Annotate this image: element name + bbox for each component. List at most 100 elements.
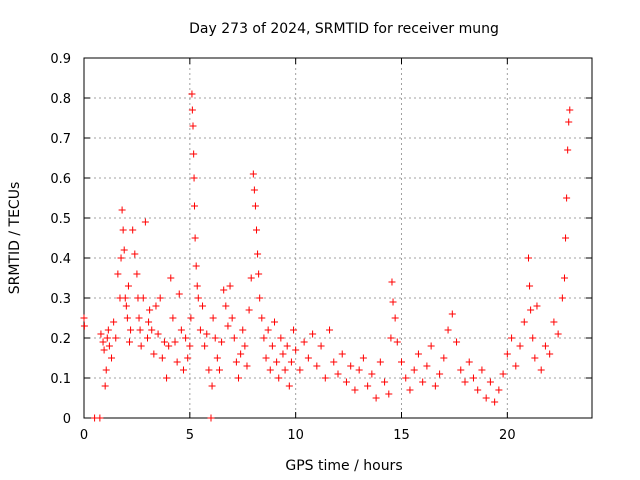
- data-point: [558, 294, 566, 302]
- data-point: [516, 342, 524, 350]
- data-point: [241, 342, 249, 350]
- data-point: [189, 122, 197, 130]
- data-point: [160, 338, 168, 346]
- x-tick-label: 20: [499, 428, 516, 443]
- data-point: [388, 278, 396, 286]
- data-point: [275, 374, 283, 382]
- data-point: [220, 286, 228, 294]
- data-point: [453, 338, 461, 346]
- data-point: [186, 342, 194, 350]
- data-point: [190, 150, 198, 158]
- data-point: [222, 302, 230, 310]
- data-point: [520, 318, 528, 326]
- data-point: [351, 386, 359, 394]
- x-tick-label: 0: [80, 428, 88, 443]
- data-point: [491, 398, 499, 406]
- data-point: [503, 350, 511, 358]
- data-point: [188, 90, 196, 98]
- data-point: [499, 370, 507, 378]
- data-point: [419, 378, 427, 386]
- data-point: [469, 374, 477, 382]
- data-point: [478, 366, 486, 374]
- y-tick-label: 0.8: [50, 92, 71, 107]
- data-point: [171, 338, 179, 346]
- data-point: [486, 378, 494, 386]
- x-tick-label: 10: [287, 428, 304, 443]
- data-point: [190, 202, 198, 210]
- data-point: [112, 334, 120, 342]
- data-point: [102, 366, 110, 374]
- data-point: [283, 342, 291, 350]
- data-point: [326, 326, 334, 334]
- data-point: [355, 366, 363, 374]
- data-point: [139, 294, 147, 302]
- data-point: [334, 370, 342, 378]
- data-point: [117, 254, 125, 262]
- data-point: [80, 314, 88, 322]
- data-point: [105, 342, 113, 350]
- data-point: [317, 342, 325, 350]
- data-point: [146, 306, 154, 314]
- data-point: [474, 386, 482, 394]
- data-point: [309, 330, 317, 338]
- data-point: [199, 302, 207, 310]
- y-tick-labels: 0 0.1 0.2 0.3 0.4 0.5 0.6 0.7 0.8 0.9: [50, 52, 71, 427]
- data-point: [184, 354, 192, 362]
- plot-frame: [83, 57, 593, 419]
- data-point: [527, 306, 535, 314]
- data-point: [387, 334, 395, 342]
- x-axis-title: GPS time / hours: [285, 458, 402, 474]
- data-point: [250, 186, 258, 194]
- data-point: [124, 282, 132, 290]
- data-point: [525, 254, 532, 262]
- data-point: [262, 354, 270, 362]
- data-point: [512, 362, 520, 370]
- data-point: [563, 194, 571, 202]
- data-point: [179, 366, 187, 374]
- data-point: [191, 234, 199, 242]
- data-point: [448, 310, 456, 318]
- data-point: [193, 282, 201, 290]
- data-point: [550, 318, 558, 326]
- y-tick-label: 0.3: [50, 292, 71, 307]
- data-point: [156, 294, 164, 302]
- data-point: [218, 338, 226, 346]
- data-point: [169, 314, 177, 322]
- data-point: [389, 298, 397, 306]
- data-point: [546, 350, 554, 358]
- data-point: [163, 374, 171, 382]
- data-points: [80, 90, 574, 422]
- data-point: [119, 226, 127, 234]
- y-axis-title: SRMTID / TECUs: [7, 182, 23, 295]
- data-point: [165, 342, 173, 350]
- data-point: [531, 354, 539, 362]
- data-point: [271, 318, 278, 326]
- data-point: [376, 358, 384, 366]
- data-point: [414, 350, 422, 358]
- data-point: [482, 394, 490, 402]
- data-point: [150, 350, 158, 358]
- data-point: [148, 326, 156, 334]
- data-point: [133, 270, 141, 278]
- data-point: [249, 170, 257, 178]
- data-point: [228, 314, 236, 322]
- data-point: [279, 350, 287, 358]
- data-point: [144, 334, 151, 342]
- data-point: [565, 118, 573, 126]
- data-point: [118, 206, 126, 214]
- data-point: [99, 338, 107, 346]
- data-point: [372, 394, 380, 402]
- data-point: [187, 314, 195, 322]
- data-point: [368, 370, 376, 378]
- data-point: [224, 322, 232, 330]
- data-point: [281, 366, 289, 374]
- data-point: [260, 334, 268, 342]
- data-point: [508, 334, 516, 342]
- data-point: [347, 362, 355, 370]
- data-point: [245, 306, 253, 314]
- data-point: [167, 274, 175, 282]
- data-point: [526, 282, 534, 290]
- data-point: [101, 382, 109, 390]
- data-point: [114, 270, 122, 278]
- data-point: [537, 366, 545, 374]
